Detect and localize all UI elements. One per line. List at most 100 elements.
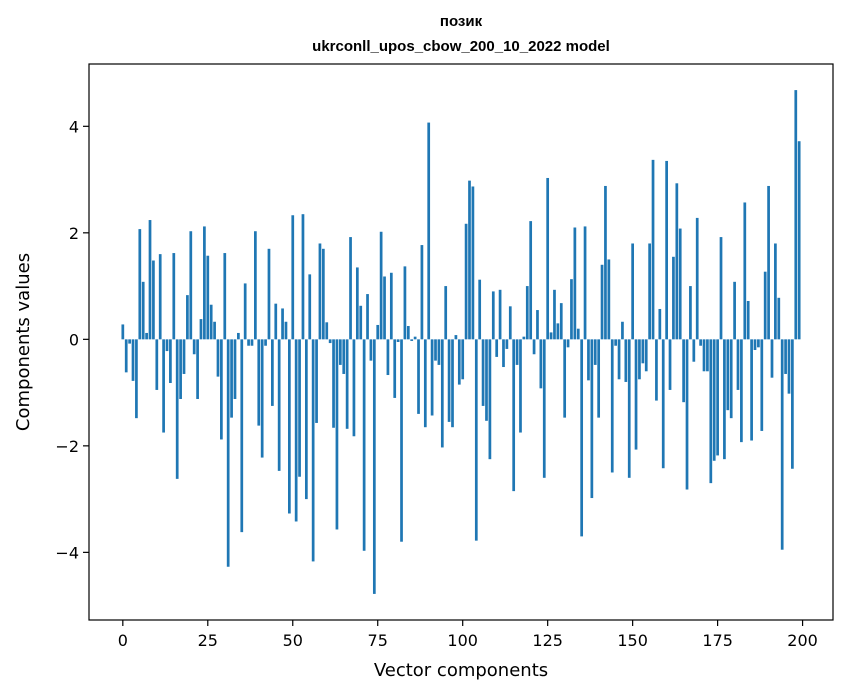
bar-53 bbox=[301, 214, 305, 340]
bar-168 bbox=[692, 339, 696, 362]
bar-60 bbox=[325, 322, 329, 340]
bar-135 bbox=[580, 339, 584, 537]
bar-104 bbox=[474, 339, 478, 541]
bar-44 bbox=[271, 339, 274, 406]
bar-7 bbox=[145, 332, 148, 340]
bar-23 bbox=[199, 319, 203, 340]
bar-71 bbox=[362, 339, 366, 551]
bar-3 bbox=[131, 339, 135, 381]
bar-197 bbox=[791, 339, 794, 469]
bar-5 bbox=[138, 229, 142, 340]
bar-128 bbox=[556, 323, 560, 340]
bar-78 bbox=[386, 339, 390, 376]
bar-58 bbox=[318, 243, 322, 340]
bar-192 bbox=[774, 243, 777, 340]
y-axis-label: Components values bbox=[13, 253, 34, 431]
bar-131 bbox=[566, 339, 570, 348]
bar-62 bbox=[332, 339, 335, 428]
bar-122 bbox=[536, 310, 539, 340]
bar-138 bbox=[590, 339, 594, 499]
bar-153 bbox=[641, 339, 645, 364]
bar-98 bbox=[454, 335, 458, 340]
bar-73 bbox=[369, 339, 373, 361]
y-axis-ticks: −4 −2 0 2 4 bbox=[55, 117, 89, 562]
bar-175 bbox=[716, 339, 719, 456]
bar-36 bbox=[243, 283, 247, 340]
bar-100 bbox=[461, 339, 465, 380]
bar-80 bbox=[393, 339, 397, 398]
bar-113 bbox=[505, 339, 509, 349]
chart-subtitle: ukrconll_upos_cbow_200_10_2022 model bbox=[312, 38, 610, 55]
bar-136 bbox=[583, 226, 587, 340]
bar-105 bbox=[478, 279, 482, 340]
bar-149 bbox=[627, 339, 631, 478]
bar-172 bbox=[706, 339, 709, 372]
bar-72 bbox=[366, 294, 369, 340]
bar-108 bbox=[488, 339, 492, 460]
x-tick-label: 150 bbox=[617, 631, 648, 650]
bar-56 bbox=[311, 339, 315, 562]
bar-50 bbox=[291, 215, 295, 340]
chart-title: позик bbox=[440, 13, 483, 30]
y-tick-label: −4 bbox=[55, 543, 79, 562]
bar-139 bbox=[593, 339, 597, 365]
x-tick-label: 200 bbox=[787, 631, 818, 650]
bar-115 bbox=[512, 339, 516, 492]
bar-183 bbox=[743, 202, 747, 340]
bar-94 bbox=[440, 339, 444, 448]
bar-119 bbox=[525, 286, 529, 340]
bar-16 bbox=[175, 339, 179, 479]
bar-165 bbox=[682, 339, 685, 403]
bar-10 bbox=[155, 339, 159, 390]
bar-194 bbox=[780, 339, 784, 550]
bar-97 bbox=[451, 339, 454, 428]
bar-27 bbox=[213, 321, 216, 340]
bar-81 bbox=[396, 339, 400, 342]
bar-9 bbox=[152, 260, 155, 340]
bar-182 bbox=[740, 339, 743, 443]
bar-195 bbox=[784, 339, 787, 374]
bar-154 bbox=[644, 339, 648, 372]
bar-109 bbox=[491, 291, 495, 340]
bar-99 bbox=[457, 339, 461, 385]
x-tick-label: 175 bbox=[702, 631, 733, 650]
bar-61 bbox=[328, 339, 332, 344]
bar-167 bbox=[689, 286, 692, 340]
bar-52 bbox=[298, 339, 301, 477]
bar-30 bbox=[223, 253, 227, 340]
bar-82 bbox=[400, 339, 403, 542]
bar-166 bbox=[685, 339, 689, 490]
bar-37 bbox=[247, 339, 250, 346]
bar-101 bbox=[464, 223, 468, 340]
bar-143 bbox=[607, 259, 611, 340]
bar-28 bbox=[216, 339, 220, 377]
bar-114 bbox=[508, 306, 512, 340]
bar-90 bbox=[427, 122, 431, 340]
bar-89 bbox=[423, 339, 427, 428]
bar-118 bbox=[522, 336, 526, 340]
bar-48 bbox=[284, 321, 288, 340]
bar-series bbox=[121, 90, 801, 594]
bar-102 bbox=[468, 180, 471, 340]
bar-96 bbox=[447, 339, 451, 422]
bar-11 bbox=[158, 254, 162, 340]
bar-184 bbox=[746, 300, 750, 340]
bar-84 bbox=[406, 326, 410, 340]
bar-155 bbox=[648, 243, 651, 340]
bar-191 bbox=[770, 339, 774, 378]
bar-141 bbox=[600, 264, 604, 340]
bar-198 bbox=[794, 90, 798, 340]
bar-178 bbox=[726, 339, 730, 411]
bar-162 bbox=[672, 256, 675, 340]
bar-160 bbox=[665, 160, 668, 340]
bar-12 bbox=[162, 339, 165, 433]
bar-151 bbox=[634, 339, 638, 450]
bar-25 bbox=[206, 255, 210, 340]
bar-163 bbox=[675, 183, 679, 340]
bar-126 bbox=[549, 332, 553, 340]
bar-42 bbox=[264, 339, 267, 346]
bar-68 bbox=[352, 339, 356, 437]
bar-124 bbox=[542, 339, 546, 478]
bar-123 bbox=[539, 339, 543, 389]
x-tick-label: 100 bbox=[447, 631, 478, 650]
